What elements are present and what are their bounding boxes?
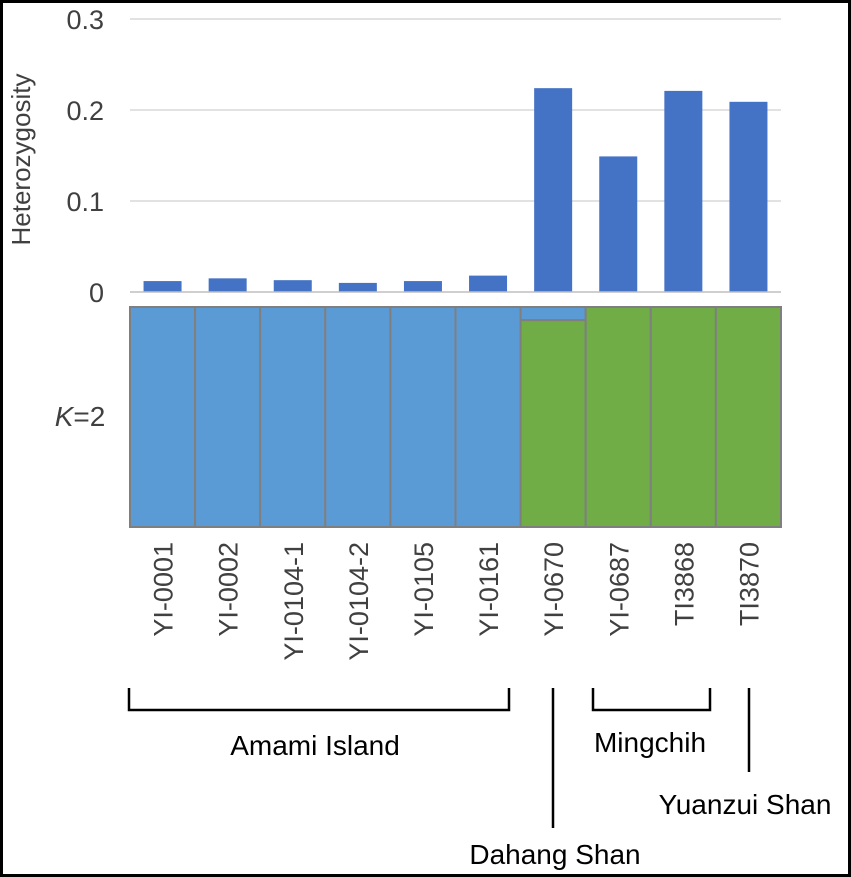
- y-tick-label: 0.3: [66, 5, 104, 35]
- y-tick-label: 0: [89, 278, 104, 308]
- structure-segment-ti3868-2: [649, 306, 717, 528]
- sample-labels: YI-0001 YI-0002 YI-0104-1 YI-0104-2 YI-0105 Y…: [149, 542, 765, 661]
- population-groups: Amami Island Dahang Shan Mingchih Yuanzu…: [127, 688, 832, 870]
- sample-label: YI-0002: [214, 542, 244, 637]
- heterozygosity-bar-chart: 0 0.1 0.2 0.3 Heterozygosity: [6, 5, 781, 308]
- bar-yi-0001: [143, 281, 182, 292]
- structure-bars: [129, 306, 783, 529]
- sample-label: YI-0687: [604, 542, 634, 637]
- heterozygosity-bars: [143, 88, 768, 292]
- sample-label: YI-0161: [474, 542, 504, 637]
- structure-segment-yi-0670-2: [519, 319, 587, 529]
- sample-label: YI-0001: [149, 542, 179, 637]
- structure-segment-yi-0687-2: [584, 306, 652, 528]
- structure-segment-yi-0161-1: [454, 306, 522, 528]
- bracket-amami-island: [127, 688, 511, 712]
- structure-segment-yi-0670-1: [519, 306, 587, 322]
- sample-label: YI-0105: [409, 542, 439, 637]
- k-label-letter: K: [55, 401, 75, 432]
- group-label-yuanzui-shan: Yuanzui Shan: [659, 789, 832, 820]
- bracket-mingchih: [591, 688, 712, 712]
- structure-segment-yi-0104-1-1: [259, 306, 327, 528]
- group-label-dahang-shan: Dahang Shan: [469, 839, 640, 870]
- bar-yi-0104-2: [338, 282, 377, 292]
- bar-yi-0161: [469, 275, 508, 292]
- sample-label: TI3870: [734, 542, 764, 626]
- structure-segment-yi-0105-1: [389, 306, 457, 528]
- group-label-amami-island: Amami Island: [230, 730, 400, 761]
- bar-yi-0105: [403, 281, 442, 292]
- k-label-value: =2: [73, 401, 105, 432]
- structure-plot: K=2: [55, 306, 783, 529]
- bar-yi-0687: [599, 156, 638, 292]
- y-axis-ticks: 0 0.1 0.2 0.3: [66, 5, 104, 308]
- structure-segment-yi-0001-1: [129, 306, 197, 528]
- bar-ti3870: [729, 101, 768, 292]
- sample-label: YI-0670: [539, 542, 569, 637]
- group-label-mingchih: Mingchih: [594, 727, 706, 758]
- sample-label: YI-0104-1: [279, 542, 309, 661]
- y-tick-label: 0.1: [66, 187, 104, 217]
- structure-segment-yi-0104-2-1: [324, 306, 392, 528]
- sample-label: YI-0104-2: [344, 542, 374, 661]
- bar-ti3868: [664, 90, 703, 292]
- bar-yi-0670: [534, 88, 573, 292]
- sample-label: TI3868: [669, 542, 699, 626]
- bar-yi-0002: [208, 278, 247, 292]
- y-axis-label: Heterozygosity: [6, 74, 36, 246]
- structure-segment-ti3870-2: [714, 306, 783, 528]
- bar-yi-0104-1: [273, 280, 312, 292]
- structure-segment-yi-0002-1: [194, 306, 262, 528]
- y-tick-label: 0.2: [66, 96, 104, 126]
- k-label: K=2: [55, 401, 106, 432]
